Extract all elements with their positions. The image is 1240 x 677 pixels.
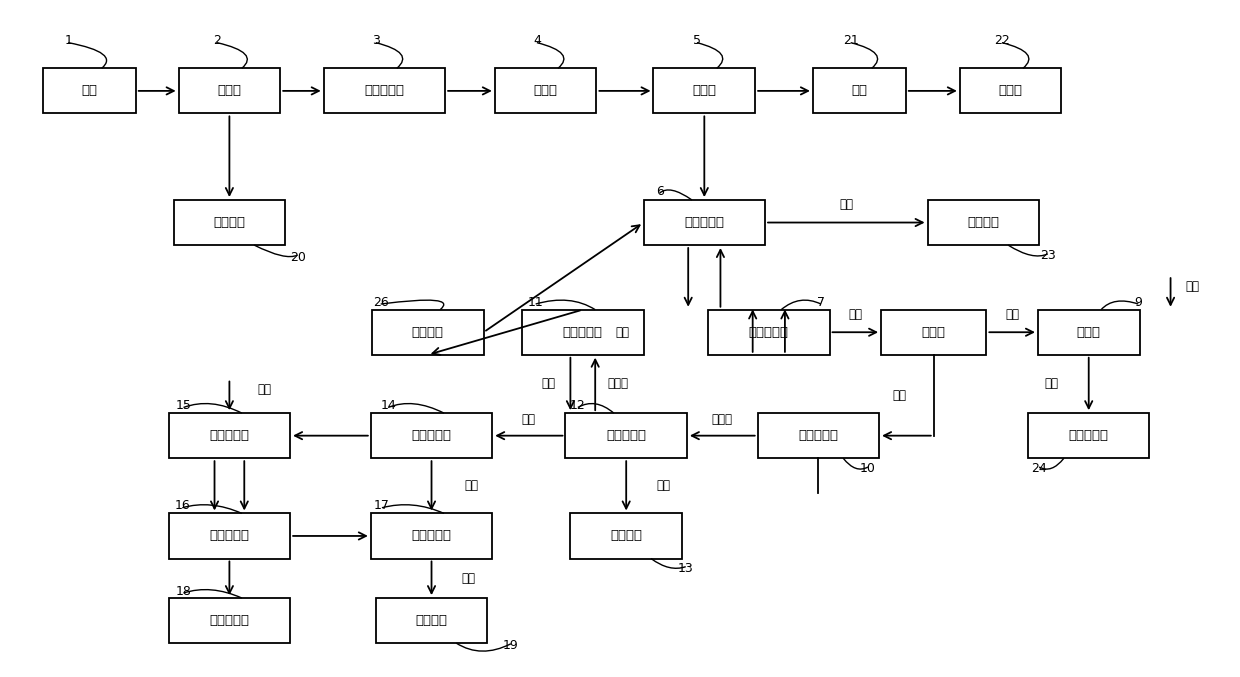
Text: 2: 2 <box>213 35 221 47</box>
Text: 21: 21 <box>843 35 858 47</box>
Text: 24: 24 <box>1032 462 1047 475</box>
FancyBboxPatch shape <box>708 309 830 355</box>
Text: 底流: 底流 <box>892 389 906 401</box>
Text: 精钾离心机: 精钾离心机 <box>210 529 249 542</box>
FancyBboxPatch shape <box>371 413 492 458</box>
FancyBboxPatch shape <box>179 68 280 114</box>
Text: 底流: 底流 <box>848 308 862 321</box>
Text: 7: 7 <box>817 296 825 309</box>
Text: 盐田晒矿: 盐田晒矿 <box>967 216 999 229</box>
Text: 6: 6 <box>656 185 663 198</box>
Text: 12: 12 <box>570 399 585 412</box>
Text: 底流: 底流 <box>464 479 479 492</box>
FancyBboxPatch shape <box>372 309 484 355</box>
Text: 17: 17 <box>374 500 389 512</box>
Text: 盐田晒矿: 盐田晒矿 <box>610 529 642 542</box>
Text: 溢流: 溢流 <box>839 198 853 211</box>
Text: 粗钾浓密机: 粗钾浓密机 <box>606 429 646 442</box>
Text: 原矿: 原矿 <box>82 85 97 97</box>
Text: 11: 11 <box>528 296 543 309</box>
Text: 3: 3 <box>372 35 379 47</box>
FancyBboxPatch shape <box>522 309 644 355</box>
Text: 尾矿堆放: 尾矿堆放 <box>213 216 246 229</box>
Text: 9: 9 <box>1135 296 1142 309</box>
Text: 5: 5 <box>693 35 701 47</box>
FancyBboxPatch shape <box>960 68 1061 114</box>
FancyBboxPatch shape <box>324 68 445 114</box>
Text: 尾盐山: 尾盐山 <box>998 85 1023 97</box>
Text: 加水: 加水 <box>257 383 272 397</box>
FancyBboxPatch shape <box>495 68 596 114</box>
Text: 22: 22 <box>994 35 1009 47</box>
Text: 18: 18 <box>176 585 191 598</box>
Text: 盐田晒矿: 盐田晒矿 <box>412 326 444 338</box>
Text: 19: 19 <box>503 639 518 652</box>
Text: 溢流: 溢流 <box>1006 308 1019 321</box>
Text: 母液: 母液 <box>522 414 536 427</box>
Text: 溢流: 溢流 <box>615 326 630 338</box>
FancyBboxPatch shape <box>376 598 487 643</box>
Text: 15: 15 <box>176 399 191 412</box>
FancyBboxPatch shape <box>169 413 290 458</box>
Text: 筛上物: 筛上物 <box>608 378 627 391</box>
Text: 细晶罐: 细晶罐 <box>1076 326 1101 338</box>
Text: 23: 23 <box>1040 249 1055 262</box>
FancyBboxPatch shape <box>758 413 879 458</box>
Text: 13: 13 <box>678 562 693 575</box>
Text: 10: 10 <box>861 462 875 475</box>
Text: 浮选机: 浮选机 <box>692 85 717 97</box>
Text: 26: 26 <box>373 296 388 309</box>
FancyBboxPatch shape <box>174 200 285 245</box>
Text: 加水: 加水 <box>1185 280 1200 293</box>
Text: 16: 16 <box>175 500 190 512</box>
FancyBboxPatch shape <box>1028 413 1149 458</box>
Text: 20: 20 <box>290 250 305 263</box>
Text: 低钠浓密机: 低钠浓密机 <box>684 216 724 229</box>
Text: 溢流: 溢流 <box>461 572 476 585</box>
Text: 4: 4 <box>533 35 541 47</box>
FancyBboxPatch shape <box>565 413 687 458</box>
Text: 泡沫去尾盐: 泡沫去尾盐 <box>1069 429 1109 442</box>
Text: 盐田晒矿: 盐田晒矿 <box>415 614 448 627</box>
FancyBboxPatch shape <box>169 513 290 559</box>
Text: 精钾浓密机: 精钾浓密机 <box>412 529 451 542</box>
Text: 14: 14 <box>381 399 396 412</box>
Text: 振动筛: 振动筛 <box>217 85 242 97</box>
Text: 氯化钾产品: 氯化钾产品 <box>210 614 249 627</box>
FancyBboxPatch shape <box>644 200 765 245</box>
Text: 粗钾振动筛: 粗钾振动筛 <box>799 429 838 442</box>
FancyBboxPatch shape <box>880 309 987 355</box>
Text: 再浆洗涤机: 再浆洗涤机 <box>210 429 249 442</box>
Text: 1: 1 <box>64 35 72 47</box>
FancyBboxPatch shape <box>1038 309 1140 355</box>
Text: 原矿浓密机: 原矿浓密机 <box>365 85 404 97</box>
FancyBboxPatch shape <box>570 513 682 559</box>
FancyBboxPatch shape <box>169 598 290 643</box>
Text: 结晶器: 结晶器 <box>921 326 946 338</box>
FancyBboxPatch shape <box>653 68 755 114</box>
Text: 回收结晶器: 回收结晶器 <box>563 326 603 338</box>
FancyBboxPatch shape <box>371 513 492 559</box>
Text: 溢流: 溢流 <box>1044 378 1059 391</box>
FancyBboxPatch shape <box>813 68 905 114</box>
Text: 筛上物: 筛上物 <box>712 414 733 427</box>
Text: 调合槽: 调合槽 <box>533 85 558 97</box>
Text: 固液分离器: 固液分离器 <box>749 326 789 338</box>
FancyBboxPatch shape <box>42 68 135 114</box>
Text: 溢流: 溢流 <box>656 479 671 492</box>
Text: 底流: 底流 <box>541 378 556 391</box>
Text: 固液分离器: 固液分离器 <box>412 429 451 442</box>
FancyBboxPatch shape <box>928 200 1039 245</box>
Text: 泡沫: 泡沫 <box>852 85 867 97</box>
